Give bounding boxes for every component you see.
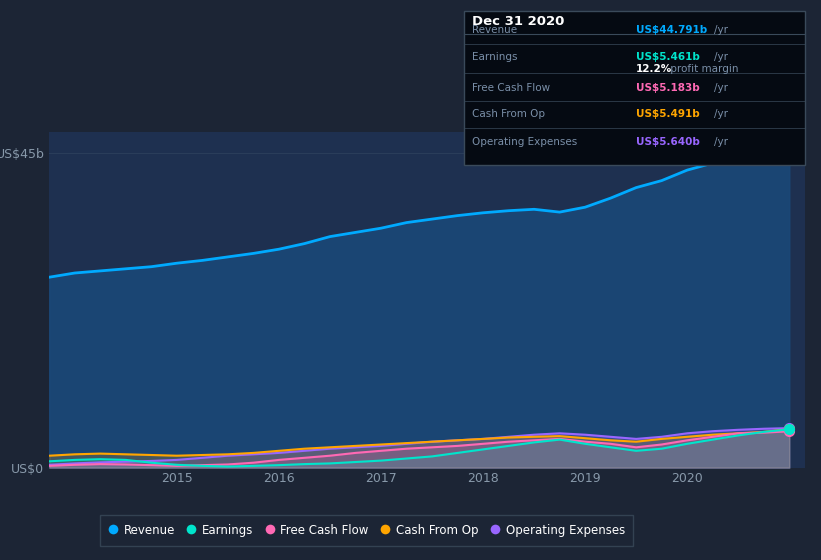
Legend: Revenue, Earnings, Free Cash Flow, Cash From Op, Operating Expenses: Revenue, Earnings, Free Cash Flow, Cash … <box>100 515 633 545</box>
Text: Revenue: Revenue <box>472 25 517 35</box>
Text: Dec 31 2020: Dec 31 2020 <box>472 15 565 28</box>
Text: /yr: /yr <box>714 53 728 62</box>
Text: /yr: /yr <box>714 137 728 147</box>
Text: /yr: /yr <box>714 83 728 93</box>
Text: /yr: /yr <box>714 25 728 35</box>
Text: profit margin: profit margin <box>667 64 739 73</box>
Text: US$5.491b: US$5.491b <box>636 109 700 119</box>
Text: Cash From Op: Cash From Op <box>472 109 545 119</box>
Text: Earnings: Earnings <box>472 53 517 62</box>
Text: US$5.183b: US$5.183b <box>636 83 700 93</box>
Text: Free Cash Flow: Free Cash Flow <box>472 83 550 93</box>
Text: 12.2%: 12.2% <box>636 64 672 73</box>
Text: /yr: /yr <box>714 109 728 119</box>
Text: US$44.791b: US$44.791b <box>636 25 708 35</box>
Text: US$5.461b: US$5.461b <box>636 53 700 62</box>
Text: US$5.640b: US$5.640b <box>636 137 700 147</box>
Text: Operating Expenses: Operating Expenses <box>472 137 577 147</box>
